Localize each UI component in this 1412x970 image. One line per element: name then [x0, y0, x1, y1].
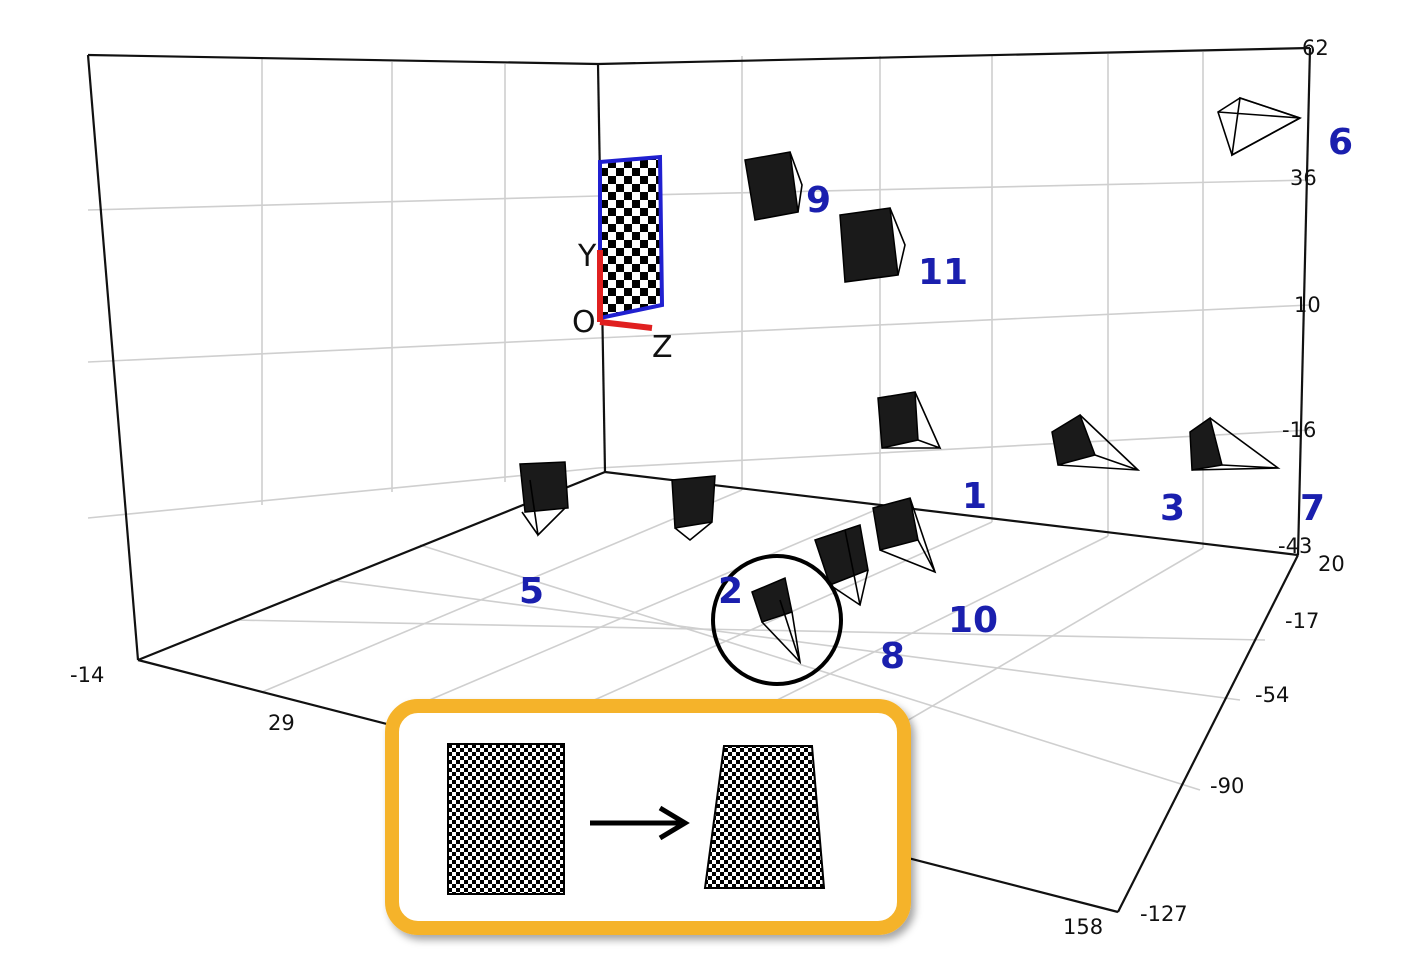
vertical-axis-ticks: 62 36 10 -16 -43	[1278, 36, 1329, 558]
camera-label-11: 11	[918, 252, 968, 293]
y-axis-label: Y	[577, 239, 597, 274]
camera-2	[671, 475, 716, 542]
camera-label-10: 10	[948, 600, 998, 641]
tick-h-1: 29	[268, 711, 295, 735]
floor-grid	[234, 489, 1266, 796]
tick-h-0: -14	[70, 663, 104, 687]
origin-label: O	[572, 305, 596, 340]
tick-v-4: -43	[1278, 534, 1312, 558]
checkerboard-icon	[447, 743, 565, 895]
camera-label-6: 6	[1328, 122, 1353, 163]
arrow-right-icon	[590, 805, 690, 841]
camera-label-9: 9	[806, 180, 831, 221]
bounding-box-edges	[86, 46, 1312, 914]
camera-label-7: 7	[1300, 488, 1325, 529]
keystone-checkerboard-icon	[703, 745, 826, 889]
distortion-inset	[385, 699, 911, 935]
tick-v-0: 62	[1302, 36, 1329, 60]
camera-6	[1217, 96, 1302, 157]
camera-label-2: 2	[718, 571, 743, 612]
camera-8	[814, 524, 869, 607]
camera-1	[877, 391, 942, 450]
tick-v-3: -16	[1282, 418, 1316, 442]
tick-d-1: -17	[1285, 609, 1319, 633]
tick-d-4: -127	[1140, 902, 1188, 926]
tick-d-2: -54	[1255, 683, 1289, 707]
camera-label-8: 8	[880, 636, 905, 677]
camera-10	[872, 497, 937, 574]
depth-axis-ticks: 20 -17 -54 -90 -127	[1140, 552, 1345, 926]
back-wall-grid	[87, 58, 599, 519]
z-axis-label: Z	[652, 330, 673, 365]
camera-label-5: 5	[519, 571, 544, 612]
camera-labels: 1 2 3 4 5 6 7 8 9 10 11	[519, 122, 1353, 739]
camera-3	[1051, 413, 1141, 471]
camera-label-1: 1	[962, 476, 987, 517]
tick-h-3: 158	[1063, 915, 1103, 939]
tick-v-1: 36	[1290, 166, 1317, 190]
calibration-pattern: Y O Z	[572, 154, 673, 365]
right-wall-grid	[597, 52, 1311, 548]
z-axis-line	[599, 319, 653, 331]
camera-7	[1189, 416, 1281, 471]
pattern-checkerboard	[598, 154, 665, 321]
camera-9	[744, 151, 803, 221]
camera-4	[751, 576, 802, 665]
camera-5	[519, 461, 569, 537]
tick-v-2: 10	[1294, 293, 1321, 317]
camera-label-3: 3	[1160, 488, 1185, 529]
highlight-circle	[711, 554, 843, 686]
tick-d-3: -90	[1210, 774, 1244, 798]
camera-11	[839, 207, 906, 283]
tick-d-0: 20	[1318, 552, 1345, 576]
